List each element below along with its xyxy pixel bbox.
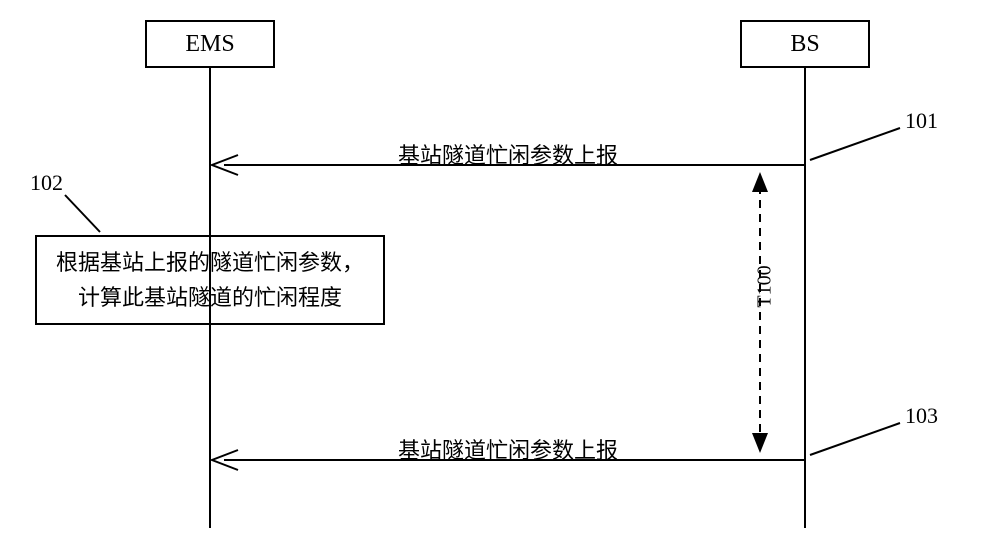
lifeline-bs-label: BS <box>790 31 819 58</box>
lead-103 <box>810 423 900 455</box>
note-box: 根据基站上报的隧道忙闲参数， 计算此基站隧道的忙闲程度 <box>35 235 385 325</box>
timer-text: T100 <box>754 265 776 307</box>
callout-103: 103 <box>905 403 938 429</box>
callout-103-text: 103 <box>905 403 938 428</box>
lead-101 <box>810 128 900 160</box>
timer-arrow-down <box>752 433 768 453</box>
msg1-arrowhead <box>212 155 238 175</box>
msg2-text: 基站隧道忙闲参数上报 <box>398 438 618 463</box>
msg2-label: 基站隧道忙闲参数上报 <box>380 433 636 465</box>
callout-101: 101 <box>905 108 938 134</box>
lifeline-ems-label: EMS <box>185 31 234 58</box>
timer-arrow-up <box>752 172 768 192</box>
timer-label: T100 <box>754 257 777 317</box>
lifeline-bs-header: BS <box>740 20 870 68</box>
lifeline-ems-header: EMS <box>145 20 275 68</box>
note-line1: 根据基站上报的隧道忙闲参数， <box>56 245 364 280</box>
msg1-label: 基站隧道忙闲参数上报 <box>380 138 636 170</box>
msg2-arrowhead <box>212 450 238 470</box>
callout-102-text: 102 <box>30 170 63 195</box>
lead-102 <box>65 195 100 232</box>
msg1-text: 基站隧道忙闲参数上报 <box>398 143 618 168</box>
note-line2: 计算此基站隧道的忙闲程度 <box>78 280 342 315</box>
callout-101-text: 101 <box>905 108 938 133</box>
callout-102: 102 <box>30 170 63 196</box>
